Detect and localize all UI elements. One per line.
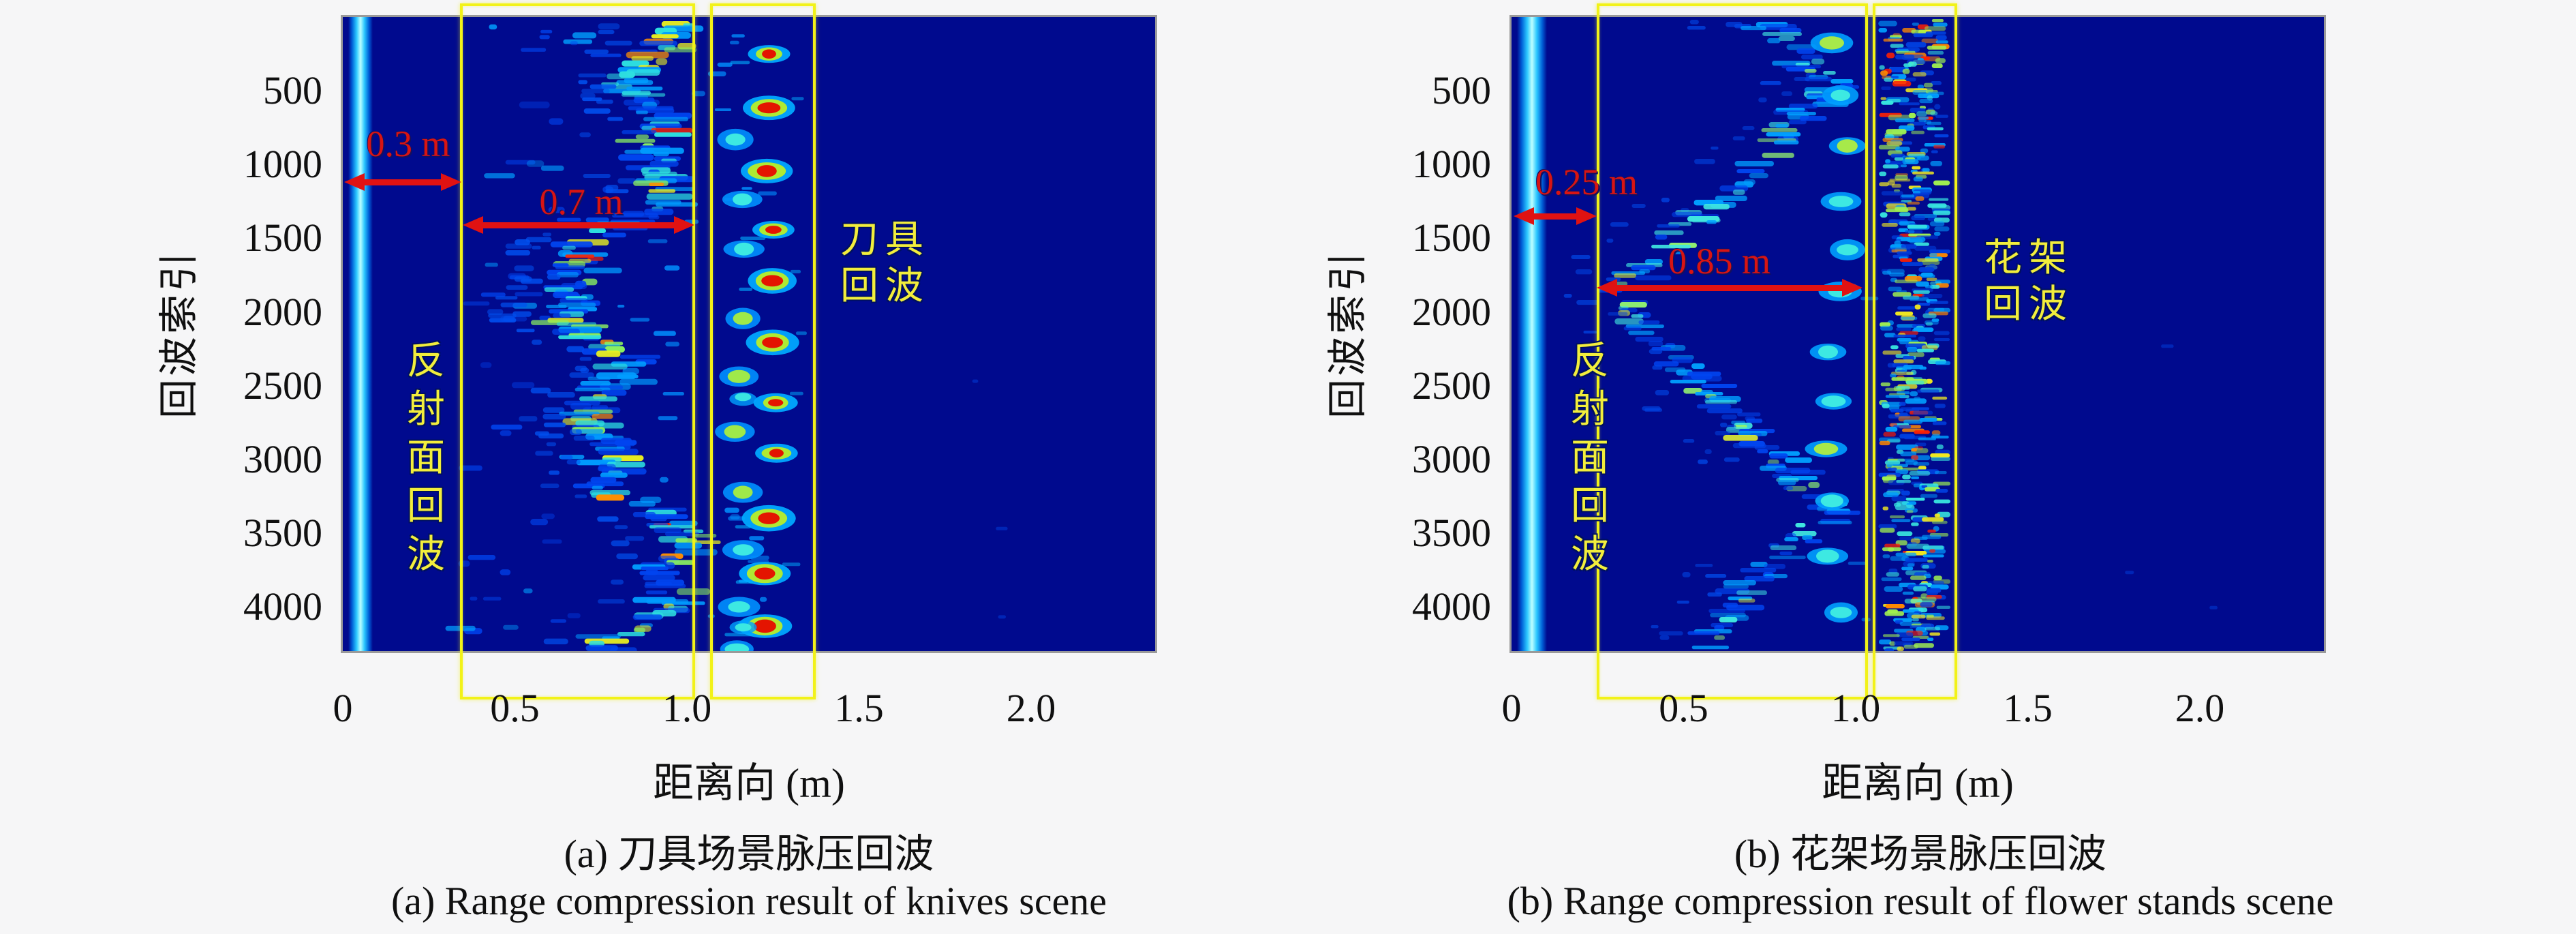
arrowhead-left-icon (344, 173, 365, 191)
double-arrow-0_25m (1514, 207, 1597, 225)
y-tick-label: 4000 (243, 584, 322, 629)
y-tick-label: 1000 (243, 142, 322, 187)
x-tick-label: 0 (1501, 686, 1522, 730)
arrowhead-left-icon (1514, 207, 1534, 225)
double-arrow-0_7m (463, 216, 694, 234)
x-axis-label-flower: 距离向 (m) (1822, 761, 2014, 806)
arrow-shaft (1534, 213, 1576, 220)
echo-speckle-layer-knives (445, 21, 1008, 651)
x-tick-label: 2.0 (2175, 686, 2225, 730)
highlight-box-knife-echo (710, 3, 816, 699)
distance-annotation-0_7m: 0.7 m (539, 181, 624, 222)
heatmap-plot-knives: 0.3 m 0.7 m 反 射 面 回 波 刀具 回波 (341, 3, 1157, 699)
arrowhead-left-icon (1597, 279, 1617, 297)
echo-speckle-layer-flower (1563, 19, 2218, 651)
y-tick-label: 3500 (243, 510, 322, 555)
caption-en-knives: (a) Range compression result of knives s… (390, 879, 1107, 923)
arrowhead-right-icon (1842, 279, 1862, 297)
arrow-shaft (1617, 284, 1842, 291)
arrowhead-right-icon (441, 173, 461, 191)
highlight-box-scatter-band (460, 3, 695, 699)
y-tick-label: 3000 (243, 436, 322, 481)
caption-cn-knives: (a) 刀具场景脉压回波 (564, 832, 934, 876)
y-tick-label: 3000 (1412, 436, 1491, 481)
highlight-box-flower-echo (1873, 3, 1957, 699)
y-tick-label: 3500 (1412, 510, 1491, 555)
flower-echo-label: 花架 回波 (1984, 237, 2074, 326)
arrowhead-right-icon (674, 216, 694, 234)
x-tick-label: 0 (333, 686, 353, 730)
distance-annotation-0_25m: 0.25 m (1535, 162, 1638, 202)
caption-en-flower: (b) Range compression result of flower s… (1507, 879, 2334, 923)
arrow-shaft (483, 222, 674, 228)
x-tick-label: 1.5 (2003, 686, 2053, 730)
y-tick-label: 500 (1432, 68, 1491, 113)
heatmap-plot-flower-stands: 0.25 m 0.85 m 反 射 面 回 波 花架 回波 (1509, 3, 2326, 699)
y-axis-label-flower: 回波索引 (1325, 250, 1370, 419)
y-axis-label-knives: 回波索引 (157, 250, 201, 419)
arrowhead-right-icon (1576, 207, 1597, 225)
y-tick-label: 4000 (1412, 584, 1491, 629)
x-tick-label: 2.0 (1006, 686, 1056, 730)
highlight-box-scatter-band (1597, 3, 1868, 699)
knife-echo-label: 刀具 回波 (840, 219, 930, 307)
y-tick-label: 500 (263, 68, 322, 113)
arrowhead-left-icon (463, 216, 483, 234)
arrow-shaft (365, 179, 441, 185)
surface-echo-stripe (1517, 17, 1547, 651)
caption-cn-flower: (b) 花架场景脉压回波 (1734, 832, 2107, 876)
x-axis-label-knives: 距离向 (m) (653, 761, 845, 806)
surface-echo-label: 反 射 面 回 波 (407, 340, 445, 576)
y-tick-label: 1000 (1412, 142, 1491, 187)
double-arrow-0_85m (1597, 279, 1862, 297)
surface-echo-label: 反 射 面 回 波 (1571, 340, 1609, 576)
double-arrow-0_3m (344, 173, 461, 191)
distance-annotation-0_3m: 0.3 m (366, 123, 450, 164)
surface-echo-stripe (348, 17, 373, 651)
distance-annotation-0_85m: 0.85 m (1668, 241, 1770, 282)
